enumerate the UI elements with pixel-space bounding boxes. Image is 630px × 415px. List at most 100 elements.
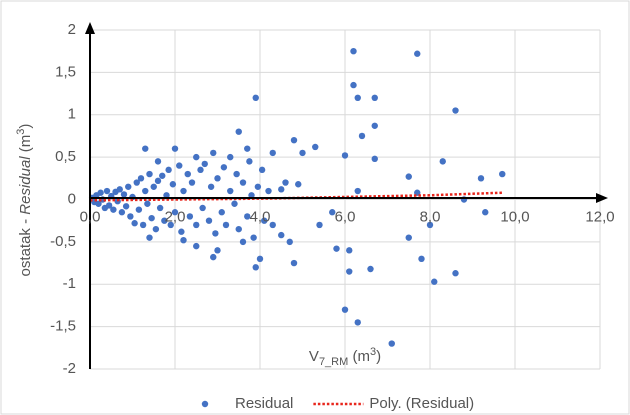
legend-label: Residual: [235, 395, 293, 412]
point: [142, 145, 149, 152]
point: [169, 181, 177, 188]
point: [148, 214, 155, 222]
point: [184, 170, 191, 178]
marks: [88, 47, 506, 347]
point: [97, 189, 104, 196]
point: [431, 278, 438, 285]
point: [452, 107, 459, 114]
point: [205, 217, 213, 224]
point: [290, 136, 298, 144]
point: [452, 270, 459, 277]
point: [256, 255, 264, 263]
point: [477, 175, 485, 182]
point: [250, 234, 257, 241]
point: [254, 183, 262, 190]
point: [235, 225, 242, 233]
point: [333, 245, 340, 252]
point: [120, 191, 128, 198]
point: [252, 94, 259, 102]
point: [341, 306, 349, 313]
point: [150, 183, 157, 190]
point: [346, 268, 353, 275]
point: [235, 128, 242, 135]
point: [186, 213, 194, 220]
x-label-end: ): [376, 348, 381, 365]
point: [210, 149, 217, 157]
point: [346, 247, 353, 254]
point: [312, 143, 319, 151]
point: [246, 158, 253, 165]
point: [299, 149, 306, 157]
point: [282, 179, 289, 186]
point: [341, 152, 349, 159]
x-axis-arrow: [596, 193, 608, 203]
point: [146, 170, 153, 178]
point: [269, 221, 276, 229]
point: [405, 173, 412, 180]
point: [105, 202, 113, 209]
point: [161, 217, 168, 224]
x-tick-label: 8,0: [420, 208, 441, 225]
point: [214, 175, 221, 182]
x-tick-label: 2,0: [165, 208, 186, 225]
point: [171, 145, 179, 152]
y-tick-label: -1,5: [50, 318, 76, 335]
point: [261, 217, 268, 224]
point: [239, 179, 247, 186]
point: [388, 340, 395, 347]
point: [239, 238, 247, 246]
point: [414, 50, 421, 57]
point: [367, 265, 374, 273]
point: [354, 94, 361, 102]
point: [350, 47, 357, 55]
point: [214, 247, 221, 254]
point: [165, 166, 172, 174]
x-tick-label: 10,0: [500, 208, 529, 225]
point: [193, 221, 200, 229]
y-tick-label: 1,5: [55, 63, 76, 80]
point: [405, 234, 412, 241]
point: [146, 234, 153, 241]
point: [135, 206, 143, 213]
point: [278, 231, 285, 239]
point: [354, 319, 361, 326]
point: [154, 177, 162, 185]
x-label-main: V: [309, 348, 319, 365]
x-tick-label: 6,0: [335, 208, 356, 225]
point: [139, 221, 147, 229]
point: [212, 230, 219, 237]
point: [222, 221, 230, 229]
point: [316, 221, 323, 229]
point: [290, 259, 298, 267]
y-tick-label: -1: [63, 275, 76, 292]
point: [178, 228, 185, 235]
point: [371, 155, 378, 163]
y-tick-label: 2: [68, 21, 76, 38]
legend: Residual Poly. (Residual): [201, 395, 474, 412]
point: [265, 187, 272, 195]
point: [227, 187, 234, 195]
point: [116, 186, 123, 193]
point: [171, 209, 179, 216]
point: [103, 187, 111, 195]
x-label-sup: 3: [370, 346, 376, 358]
y-tick-label: 0: [68, 190, 76, 207]
y-label-end: ): [17, 124, 34, 129]
point: [154, 158, 162, 165]
x-tick-label: 4,0: [250, 208, 271, 225]
point: [125, 183, 132, 190]
point: [156, 204, 164, 212]
point: [163, 192, 170, 199]
point: [180, 187, 187, 195]
point: [197, 166, 204, 174]
point: [159, 172, 166, 179]
point: [252, 264, 259, 271]
legend-label: Poly. (Residual): [369, 395, 474, 412]
x-label-suffix: (m: [348, 348, 370, 365]
y-label-sup: 3: [15, 129, 27, 135]
point: [199, 204, 206, 212]
point: [193, 153, 200, 161]
point: [227, 153, 234, 161]
y-tick-label: 1: [68, 106, 76, 123]
